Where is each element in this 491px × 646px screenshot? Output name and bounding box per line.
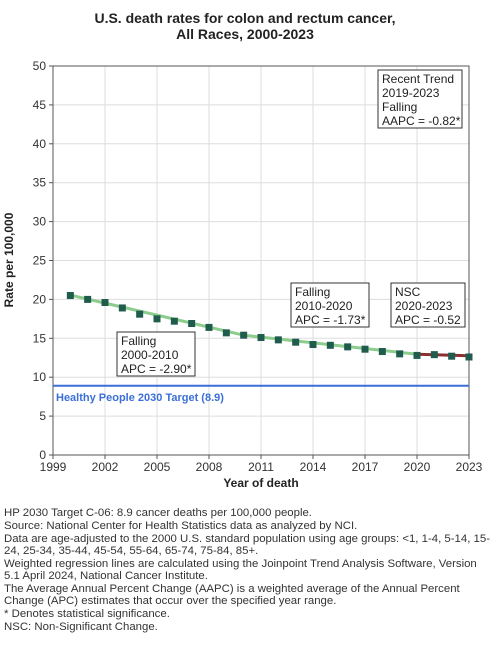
annotation-line: Falling	[382, 100, 417, 114]
x-axis-ticks: 1999 2002 2005 2008 2011 2014 2017 2020 2023	[40, 455, 483, 474]
x-tick-label: 2017	[352, 460, 379, 474]
target-label: Healthy People 2030 Target (8.9)	[56, 392, 224, 404]
x-tick-label: 2011	[248, 460, 274, 474]
y-tick-label: 40	[33, 137, 47, 151]
footnote-aapc: The Average Annual Percent Change (AAPC)…	[4, 583, 460, 608]
data-point	[378, 348, 386, 356]
footnote-significance: * Denotes statistical significance.	[4, 608, 170, 620]
y-tick-label: 10	[33, 370, 47, 384]
trend-segment	[68, 293, 246, 337]
annotation-line: AAPC = -0.82*	[382, 114, 461, 128]
footnote-source: Source: National Center for Health Stati…	[4, 520, 358, 532]
annotation-frame	[377, 69, 463, 129]
y-tick-label: 20	[33, 292, 47, 306]
y-tick-label: 15	[33, 331, 47, 345]
data-point	[118, 304, 126, 312]
footnote-age-adjustment: Data are age-adjusted to the 2000 U.S. s…	[4, 533, 491, 558]
data-point	[188, 320, 196, 328]
annotation-line: APC = -0.52	[395, 313, 461, 327]
y-tick-label: 30	[33, 215, 47, 229]
data-point	[153, 315, 161, 323]
chart-title-line-1: U.S. death rates for colon and rectum ca…	[94, 10, 395, 26]
y-tick-label: 5	[39, 409, 46, 423]
x-tick-label: 2020	[404, 460, 431, 474]
plot-border	[52, 65, 470, 456]
x-tick-label: 2014	[300, 460, 327, 474]
annotation-line: 2020-2023	[395, 299, 453, 313]
data-point	[413, 351, 421, 359]
data-point	[136, 310, 144, 318]
data-point	[257, 334, 265, 342]
annotation-frame	[290, 282, 370, 328]
y-tick-label: 25	[33, 254, 47, 268]
annotation-line: 2010-2020	[295, 299, 353, 313]
chart: U.S. death rates for colon and rectum ca…	[2, 10, 483, 490]
data-point	[361, 345, 369, 353]
x-axis-label: Year of death	[223, 476, 298, 490]
data-point	[240, 331, 248, 339]
data-point	[465, 353, 473, 361]
data-point	[170, 317, 178, 325]
target-line-group: Healthy People 2030 Target (8.9)	[53, 384, 469, 404]
data-point	[66, 292, 74, 300]
annotation-line: 2000-2010	[121, 348, 179, 362]
data-point	[309, 341, 317, 349]
footnote-regression: Weighted regression lines are calculated…	[4, 558, 477, 583]
data-points	[66, 292, 473, 361]
data-point	[448, 352, 456, 360]
annotation-line: APC = -1.73*	[295, 313, 366, 327]
data-point	[101, 299, 109, 307]
x-tick-label: 2023	[456, 460, 483, 474]
chart-title-line-2: All Races, 2000-2023	[176, 26, 314, 42]
annotation-line: APC = -2.90*	[121, 362, 192, 376]
x-tick-label: 2002	[92, 460, 119, 474]
trend-segment	[415, 352, 471, 358]
x-tick-label: 1999	[40, 460, 67, 474]
footnote-target: HP 2030 Target C-06: 8.9 cancer deaths p…	[4, 507, 312, 519]
footnote-nsc: NSC: Non-Significant Change.	[4, 621, 158, 633]
data-point	[274, 336, 282, 344]
data-point	[84, 295, 92, 303]
annotation-line: 2019-2023	[382, 86, 440, 100]
data-point	[396, 350, 404, 358]
y-tick-label: 50	[33, 59, 47, 73]
y-tick-label: 35	[33, 176, 47, 190]
annotation-line: NSC	[395, 285, 421, 299]
y-tick-label: 0	[39, 448, 46, 462]
data-point	[292, 338, 300, 346]
x-tick-label: 2005	[144, 460, 171, 474]
annotation-line: Recent Trend	[382, 72, 454, 86]
x-tick-label: 2008	[196, 460, 223, 474]
data-point	[344, 343, 352, 351]
data-point	[205, 323, 213, 331]
annotation-line: Falling	[295, 285, 330, 299]
y-axis-label: Rate per 100,000	[2, 212, 16, 307]
annotation-frame	[116, 331, 196, 377]
annotation-line: Falling	[121, 334, 156, 348]
y-tick-label: 45	[33, 98, 47, 112]
y-axis-ticks: 0 5 10 15 20 25 30 35 40 45 50	[33, 59, 53, 462]
data-point	[326, 341, 334, 349]
data-point	[430, 351, 438, 359]
data-point	[222, 329, 230, 337]
annotation-frame	[390, 282, 466, 328]
